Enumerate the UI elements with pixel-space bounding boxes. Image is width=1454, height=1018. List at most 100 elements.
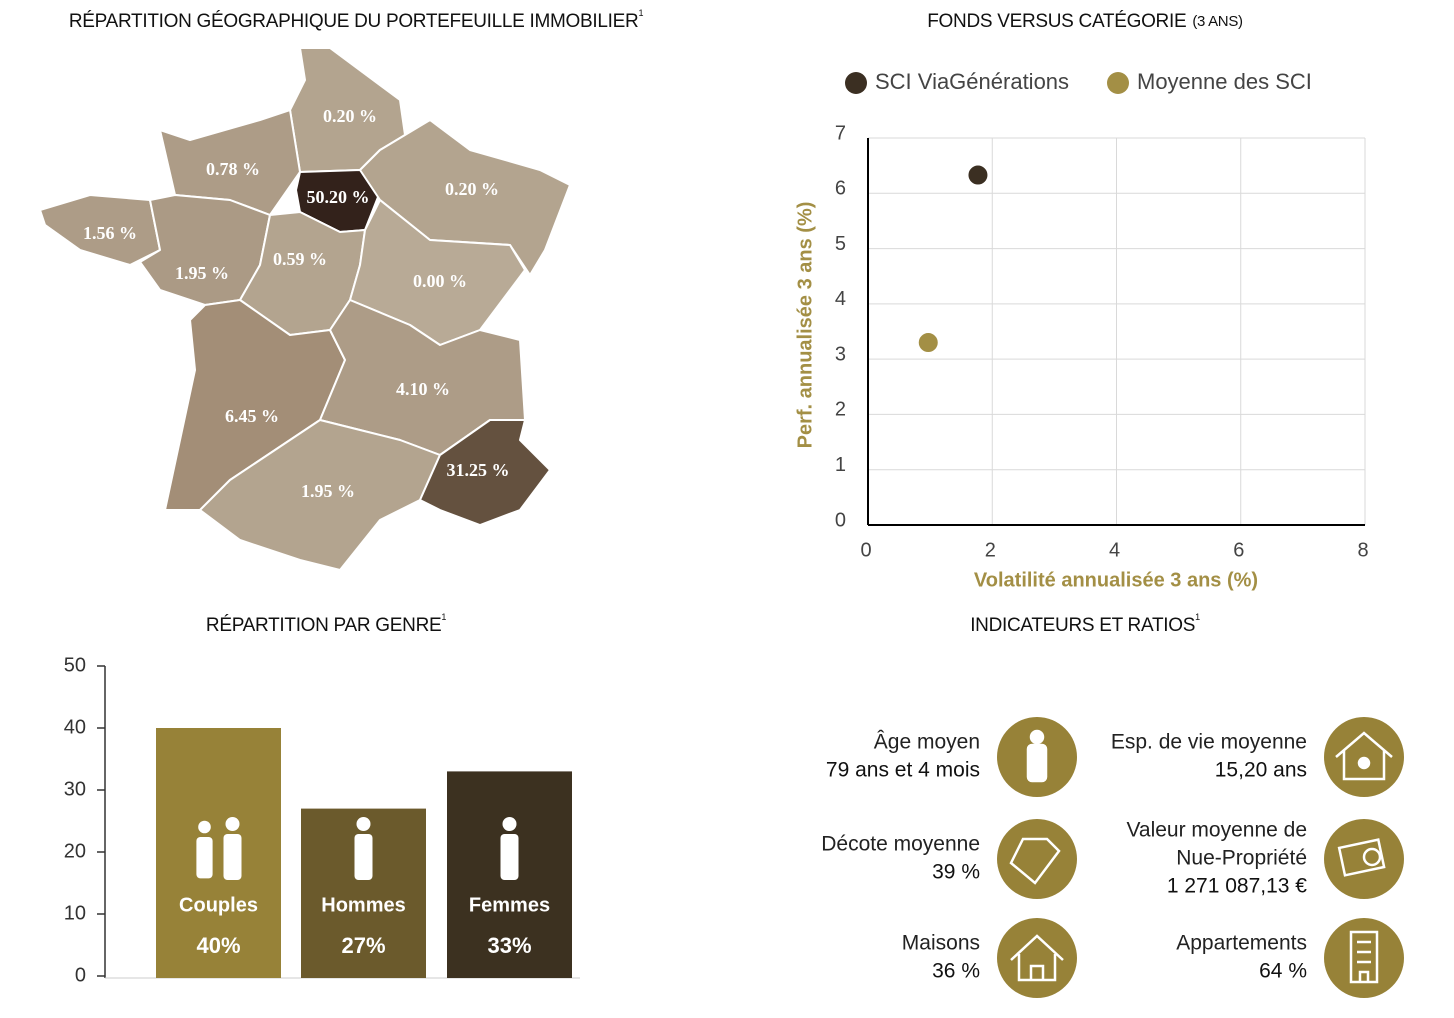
indicator-icon-shape [1010, 934, 1064, 982]
y-tick-label: 50 [64, 654, 86, 676]
indicator-icon-shape [1335, 731, 1393, 781]
indicator-value: 1 271 087,13 € [1167, 875, 1307, 898]
x-tick-label: 4 [1109, 539, 1120, 561]
x-tick-label: 0 [860, 539, 871, 561]
bar-category: Femmes [469, 894, 550, 916]
y-axis-label: Perf. annualisée 3 ans (%) [794, 202, 816, 449]
y-tick-label: 10 [64, 902, 86, 924]
icon-part [1357, 940, 1371, 982]
region [199, 419, 441, 571]
title-note: 1 [1195, 612, 1200, 622]
indicator-label: Décote moyenne [821, 833, 980, 856]
indicator-icon [1324, 918, 1404, 998]
indicator-label: Valeur moyenne de [1126, 819, 1307, 842]
region-label: 0.20 % [323, 106, 377, 126]
y-tick-label: 1 [835, 454, 846, 476]
title-note: 1 [441, 612, 446, 622]
icon-part [1009, 837, 1061, 885]
title-text: FONDS VERSUS CATÉGORIE [927, 11, 1186, 32]
scatter-point [967, 164, 989, 186]
region-label: 1.95 % [175, 263, 229, 283]
title-note: 1 [638, 8, 643, 18]
region-label: 31.25 % [447, 460, 510, 480]
bar-icon [223, 834, 242, 880]
section-title: RÉPARTITION PAR GENRE1 [206, 612, 446, 636]
indicator-label: Nue-Propriété [1176, 847, 1307, 870]
icon-part [1357, 756, 1371, 770]
indicator-value: 15,20 ans [1215, 759, 1307, 782]
icon-part [1335, 731, 1393, 781]
indicator-value: 39 % [932, 861, 980, 884]
icon-part [1349, 930, 1379, 984]
indicator-icon-shape [1337, 838, 1386, 877]
region-label: 0.78 % [206, 159, 260, 179]
legend-marker [845, 72, 867, 94]
y-tick-label: 30 [64, 778, 86, 800]
indicator-label: Appartements [1176, 932, 1307, 955]
y-tick-label: 0 [835, 509, 846, 531]
x-tick-label: 6 [1233, 539, 1244, 561]
bar-value-label: 40% [196, 933, 240, 958]
y-tick-label: 4 [835, 288, 846, 310]
section-title: FONDS VERSUS CATÉGORIE (3 ANS) [927, 11, 1243, 32]
region-label: 1.56 % [83, 223, 137, 243]
legend-label: SCI ViaGénérations [875, 69, 1069, 94]
scatter-point [917, 332, 939, 354]
region-label: 50.20 % [307, 187, 370, 207]
bar [156, 728, 281, 978]
y-tick-label: 0 [75, 964, 86, 986]
indicator-label: Âge moyen [874, 731, 980, 754]
indicator-label: Maisons [902, 932, 980, 955]
indicator-icon-shape [1349, 930, 1379, 984]
x-axis-label: Volatilité annualisée 3 ans (%) [974, 569, 1258, 591]
title-text: INDICATEURS ET RATIOS [970, 615, 1195, 636]
indicator-value: 79 ans et 4 mois [826, 759, 980, 782]
indicator-icon [997, 819, 1077, 899]
icon-part [1362, 847, 1382, 867]
region-label: 6.45 % [225, 406, 279, 426]
legend-label: Moyenne des SCI [1137, 69, 1312, 94]
x-tick-label: 8 [1357, 539, 1368, 561]
indicator-label: Esp. de vie moyenne [1111, 731, 1307, 754]
indicator-icon-shape [1026, 729, 1048, 783]
indicator-value: 36 % [932, 960, 980, 983]
region-label: 0.20 % [445, 179, 499, 199]
title-subtitle: (3 ANS) [1192, 13, 1243, 30]
section-title: INDICATEURS ET RATIOS1 [970, 612, 1200, 636]
region-label: 0.00 % [413, 271, 467, 291]
bar-icon [500, 834, 519, 880]
bar-icon [502, 817, 517, 831]
region-label: 4.10 % [396, 379, 450, 399]
bar-icon [356, 817, 371, 831]
bar-icon [196, 837, 213, 879]
icon-part [1010, 934, 1064, 982]
section-title: RÉPARTITION GÉOGRAPHIQUE DU PORTEFEUILLE… [69, 8, 644, 32]
y-tick-label: 40 [64, 716, 86, 738]
title-text: RÉPARTITION GÉOGRAPHIQUE DU PORTEFEUILLE… [69, 11, 639, 32]
indicator-icon-shape [1009, 837, 1061, 885]
region-label: 0.59 % [273, 249, 327, 269]
bar-category: Hommes [321, 894, 405, 916]
x-tick-label: 2 [985, 539, 996, 561]
y-tick-label: 3 [835, 343, 846, 365]
y-tick-label: 2 [835, 399, 846, 421]
y-tick-label: 5 [835, 233, 846, 255]
bar-icon [354, 834, 373, 880]
legend-marker [1107, 72, 1129, 94]
region [39, 194, 161, 266]
bar-value-label: 27% [341, 933, 385, 958]
bar-category: Couples [179, 894, 258, 916]
y-tick-label: 6 [835, 178, 846, 200]
bar-value-label: 33% [487, 933, 531, 958]
icon-part [1026, 743, 1048, 783]
region [419, 419, 551, 526]
y-tick-label: 20 [64, 840, 86, 862]
title-text: RÉPARTITION PAR GENRE [206, 615, 441, 636]
indicator-icon [997, 918, 1077, 998]
y-tick-label: 7 [835, 122, 846, 144]
icon-part [1029, 729, 1045, 745]
bar-icon [198, 820, 211, 834]
bar-icon [225, 817, 240, 831]
indicator-value: 64 % [1259, 960, 1307, 983]
